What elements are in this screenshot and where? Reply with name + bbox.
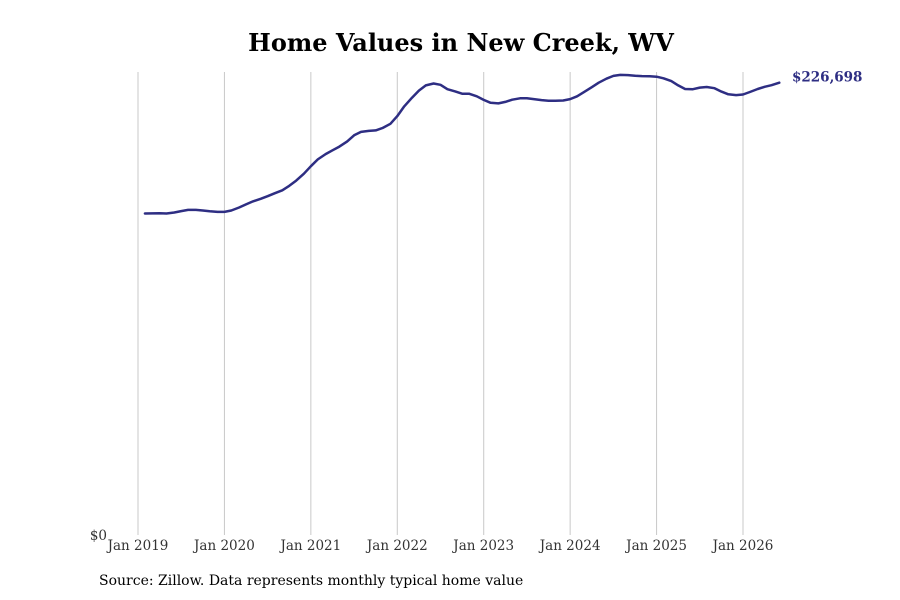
x-tick-label: Jan 2022 xyxy=(365,538,428,554)
end-value-label: $226,698 xyxy=(792,70,862,86)
y-tick-label: $0 xyxy=(90,528,107,544)
axis-labels: Jan 2019 Jan 2020 Jan 2021 Jan 2022 Jan 2023… xyxy=(90,70,863,554)
x-tick-label: Jan 2026 xyxy=(711,538,774,554)
x-tick-label: Jan 2020 xyxy=(192,538,255,554)
x-tick-label: Jan 2019 xyxy=(106,538,169,554)
x-tick-label: Jan 2023 xyxy=(451,538,514,554)
x-tick-label: Jan 2021 xyxy=(278,538,341,554)
x-tick-label: Jan 2024 xyxy=(538,538,601,554)
source-note: Source: Zillow. Data represents monthly … xyxy=(99,573,524,589)
x-tick-label: Jan 2025 xyxy=(624,538,687,554)
series-layer xyxy=(143,73,781,215)
chart-title: Home Values in New Creek, WV xyxy=(248,28,674,57)
series-line-0 xyxy=(143,73,781,215)
gridlines xyxy=(137,72,744,535)
